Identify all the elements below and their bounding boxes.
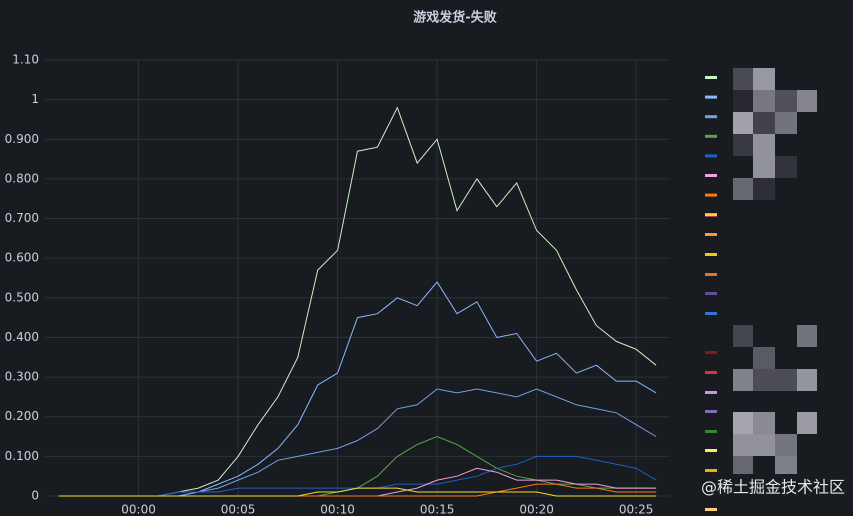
y-tick-label: 0.600 (5, 251, 39, 265)
x-tick-label: 00:05 (221, 503, 256, 516)
legend-swatch (705, 449, 717, 452)
legend-swatch (705, 253, 717, 256)
legend-swatch (705, 233, 717, 236)
legend-swatch (705, 174, 717, 177)
legend-swatch (705, 154, 717, 158)
legend-swatch (705, 292, 717, 295)
y-tick-label: 0.900 (5, 132, 39, 146)
legend-swatch (705, 391, 717, 394)
legend-swatch (705, 508, 717, 511)
x-tick-label: 00:15 (420, 503, 455, 516)
y-tick-label: 0.700 (5, 211, 39, 225)
legend-swatch (705, 410, 717, 413)
legend-swatch (705, 351, 717, 354)
y-tick-label: 1.10 (12, 53, 39, 67)
y-tick-label: 0.500 (5, 290, 39, 304)
legend-swatch (705, 469, 717, 472)
legend-swatch (705, 115, 717, 119)
x-tick-label: 00:10 (320, 503, 355, 516)
y-tick-label: 0.800 (5, 171, 39, 185)
legend-swatch (705, 213, 717, 217)
legend-swatch (705, 76, 717, 79)
watermark: @稀土掘金技术社区 (701, 478, 845, 497)
legend-swatch (705, 312, 717, 315)
x-tick-label: 00:25 (619, 503, 654, 516)
legend-swatch (705, 371, 717, 374)
legend-swatch (705, 193, 717, 197)
y-tick-label: 0.300 (5, 370, 39, 384)
y-tick-label: 0 (31, 489, 39, 503)
pixelated-names (733, 68, 817, 474)
x-tick-label: 00:20 (519, 503, 554, 516)
plot: 0 0.100 0.200 0.300 0.400 0.500 0.600 0.700 0.80… (5, 53, 670, 516)
panel-title: 游戏发货-失败 (413, 10, 496, 26)
legend-swatch (705, 430, 717, 433)
legend-swatch (705, 273, 717, 276)
series-line (58, 487, 657, 497)
legend-swatch (705, 134, 717, 138)
y-tick-label: 1 (31, 92, 39, 106)
legend (697, 60, 853, 516)
y-tick-label: 0.400 (5, 330, 39, 344)
y-tick-label: 0.100 (5, 449, 39, 463)
x-tick-label: 00:00 (121, 503, 156, 516)
y-tick-label: 0.200 (5, 409, 39, 423)
legend-swatch (705, 95, 717, 99)
